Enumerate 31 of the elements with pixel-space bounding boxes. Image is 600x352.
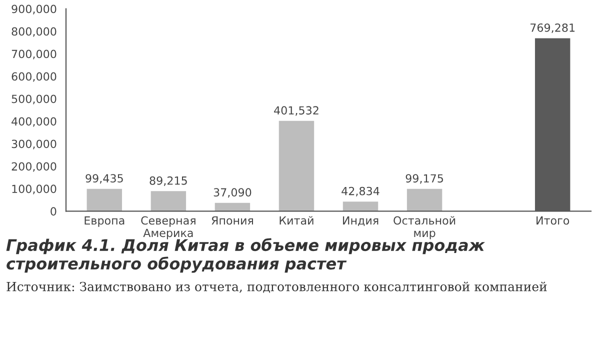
bar [150, 191, 186, 212]
data-label: 42,834 [342, 186, 380, 196]
y-tick-label: 700,000 [12, 50, 56, 60]
y-tick-label: 0 [50, 207, 56, 216]
y-tick-label: 600,000 [12, 72, 56, 82]
bar [278, 120, 314, 212]
y-tick-label: 500,000 [12, 94, 56, 104]
y-tick-label: 400,000 [12, 117, 56, 127]
text: Источник: Заимствовано из отчета, подготовленного консалтинговой компанией [6, 282, 547, 293]
data-label: 37,090 [214, 188, 252, 198]
text: График 4.1. Доля Китая в объеме мировых продаж строительного оборудования растет [6, 238, 486, 273]
x-tick-label: Япония [212, 216, 253, 225]
data-label: 769,281 [530, 23, 575, 34]
bar [86, 188, 122, 212]
y-tick-label: 100,000 [12, 184, 56, 194]
y-tick-label: 200,000 [12, 162, 56, 172]
x-tick-label: Северная Америка [141, 216, 196, 240]
data-label: 401,532 [274, 106, 318, 116]
bar [406, 188, 442, 212]
data-label: 89,215 [150, 176, 187, 186]
y-tick-label: 900,000 [12, 4, 56, 14]
y-tick-label: 800,000 [12, 27, 56, 37]
x-tick-label: Индия [343, 216, 378, 226]
x-tick-label: Китай [280, 216, 314, 225]
bar [342, 202, 378, 212]
x-tick-label: Итого [536, 216, 570, 225]
x-tick-label: Остальной мир [394, 216, 456, 240]
data-label: 99,435 [86, 174, 123, 184]
data-label: 99,175 [406, 174, 444, 184]
x-tick-label: Европа [84, 216, 124, 227]
y-tick-label: 300,000 [12, 140, 56, 150]
